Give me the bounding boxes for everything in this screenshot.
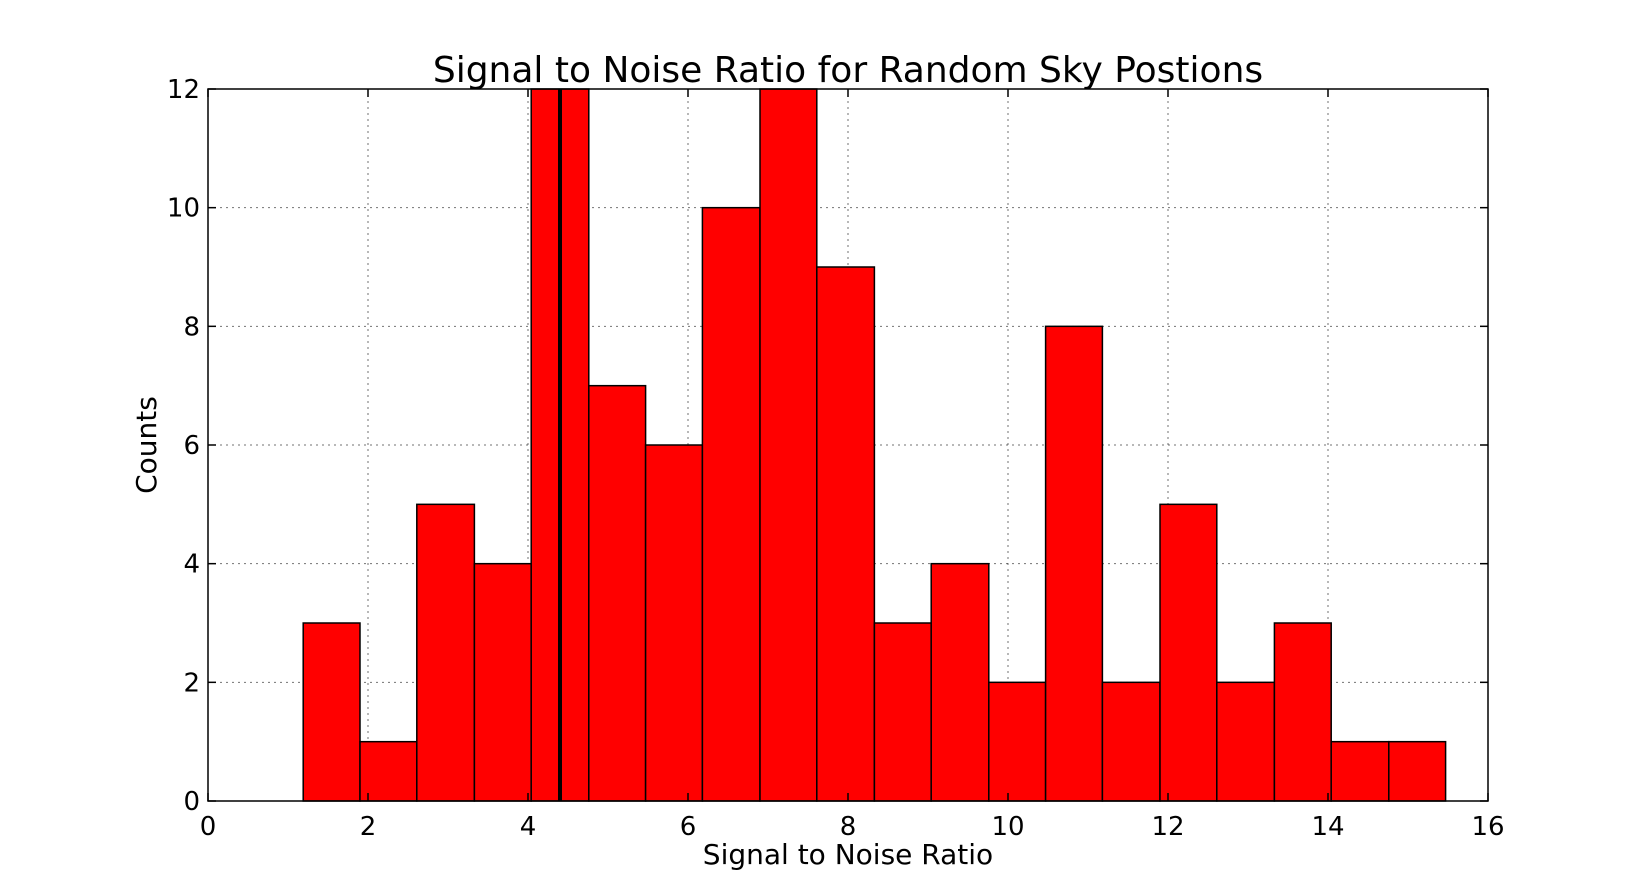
histogram-bar [701, 206, 761, 802]
x-axis-label: Signal to Noise Ratio [703, 838, 993, 871]
histogram-bar [759, 88, 818, 802]
histogram-bar [1388, 740, 1447, 802]
x-tick-label: 10 [991, 812, 1024, 842]
histogram-bar [1216, 681, 1276, 802]
y-tick-label: 4 [183, 550, 200, 580]
histogram-bar [1044, 325, 1104, 802]
y-tick-label: 10 [167, 194, 200, 224]
y-tick-label: 8 [183, 312, 200, 342]
histogram-bar [588, 384, 647, 802]
x-tick-label: 2 [360, 812, 377, 842]
histogram-bar [816, 266, 876, 802]
x-tick-label: 14 [1311, 812, 1344, 842]
x-tick-label: 16 [1471, 812, 1504, 842]
x-axis-ticks: 0 2 4 6 8 10 12 14 16 [200, 89, 1505, 842]
x-tick-label: 6 [680, 812, 697, 842]
y-tick-label: 6 [183, 431, 200, 461]
histogram-bar [359, 740, 418, 802]
histogram-bar [1330, 740, 1390, 802]
histogram-bar [416, 503, 476, 802]
x-tick-label: 4 [520, 812, 537, 842]
y-axis-label: Counts [130, 396, 163, 494]
histogram-bar [988, 681, 1047, 802]
y-tick-label: 0 [183, 787, 200, 817]
x-tick-label: 0 [200, 812, 217, 842]
y-tick-label: 2 [183, 668, 200, 698]
histogram-bar [1273, 622, 1332, 802]
y-axis-ticks: 0 2 4 6 8 10 12 [167, 75, 1488, 817]
histogram-bars [302, 88, 1447, 802]
chart-title: Signal to Noise Ratio for Random Sky Pos… [433, 50, 1263, 91]
y-tick-label: 12 [167, 75, 200, 105]
histogram-bar [473, 562, 532, 802]
histogram-bar [302, 622, 361, 802]
histogram-bar [1101, 681, 1161, 802]
histogram-bar [644, 444, 704, 802]
x-tick-label: 8 [840, 812, 857, 842]
histogram-bar [930, 562, 990, 802]
histogram-bar [1159, 503, 1218, 802]
x-tick-label: 12 [1151, 812, 1184, 842]
histogram-bar [873, 622, 932, 802]
